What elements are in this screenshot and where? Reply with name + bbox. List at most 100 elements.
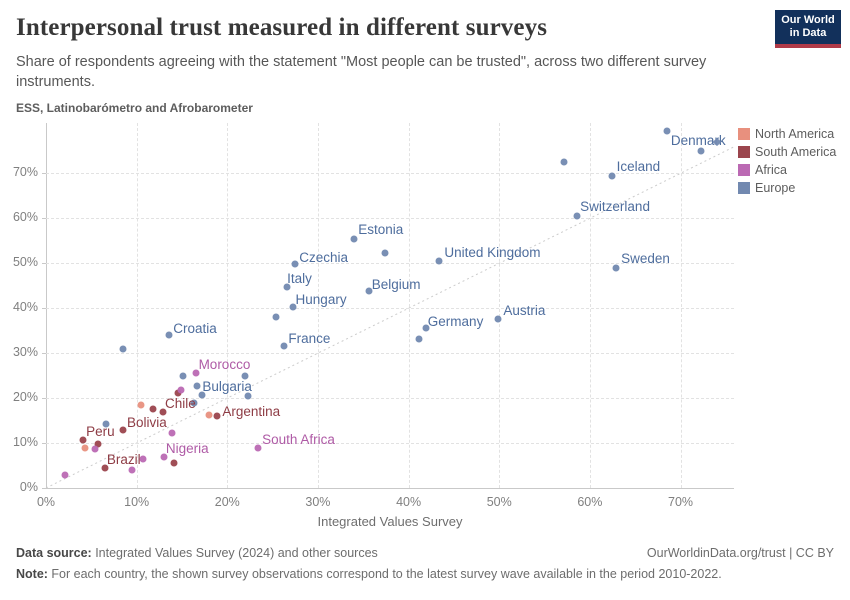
data-point-bolivia[interactable]	[119, 426, 127, 434]
data-point[interactable]	[128, 466, 136, 474]
data-point-croatia[interactable]	[165, 331, 173, 339]
y-tick-label: 50%	[12, 255, 38, 270]
legend-item-africa[interactable]: Africa	[738, 163, 836, 177]
owid-logo-line1: Our World	[781, 14, 835, 26]
data-point-bulgaria[interactable]	[193, 382, 201, 389]
page-title: Interpersonal trust measured in differen…	[16, 14, 548, 41]
country-label: Bulgaria	[202, 378, 252, 394]
data-point[interactable]	[170, 459, 178, 467]
x-tick-label: 0%	[36, 495, 56, 509]
data-point[interactable]	[190, 399, 198, 407]
data-point-italy[interactable]	[283, 283, 291, 291]
data-point-austria[interactable]	[494, 315, 502, 323]
credit-link[interactable]: OurWorldinData.org/trust | CC BY	[646, 546, 834, 560]
country-label: Sweden	[621, 250, 670, 266]
legend-label: Europe	[755, 181, 796, 195]
y-tick-label: 70%	[12, 165, 38, 180]
country-label: Austria	[503, 302, 546, 318]
y-gridline	[46, 353, 734, 355]
x-gridline	[680, 123, 682, 488]
country-label: Belgium	[371, 276, 421, 292]
legend-swatch	[738, 182, 750, 194]
data-point-morocco[interactable]	[192, 369, 200, 377]
data-point[interactable]	[205, 411, 213, 419]
country-label: Czechia	[299, 250, 349, 266]
data-point-nigeria[interactable]	[160, 453, 168, 461]
country-label: Brazil	[106, 452, 141, 468]
data-point-hungary[interactable]	[289, 303, 297, 311]
data-point[interactable]	[137, 401, 145, 409]
legend-item-europe[interactable]: Europe	[738, 181, 836, 195]
country-label: Peru	[86, 423, 115, 439]
data-point[interactable]	[94, 440, 102, 448]
data-point-chile[interactable]	[149, 405, 157, 413]
data-point[interactable]	[415, 335, 423, 343]
country-label: Iceland	[616, 159, 661, 175]
country-label: Morocco	[198, 356, 251, 372]
y-tick-label: 0%	[19, 480, 38, 494]
legend-item-south-america[interactable]: South America	[738, 145, 836, 159]
data-point[interactable]	[168, 429, 176, 437]
owid-logo[interactable]: Our World in Data	[775, 10, 841, 48]
chart-subtitle: Share of respondents agreeing with the s…	[16, 54, 707, 90]
data-point-denmark[interactable]	[663, 127, 671, 135]
data-point[interactable]	[198, 391, 206, 399]
legend: North America South America Africa Europe	[738, 127, 836, 199]
data-point[interactable]	[81, 444, 89, 452]
data-source-label: Data source:	[16, 546, 92, 560]
data-point[interactable]	[119, 345, 127, 353]
y-gridline	[46, 218, 734, 220]
data-point[interactable]	[61, 471, 69, 479]
country-label: Hungary	[295, 292, 347, 308]
data-point[interactable]	[139, 455, 147, 463]
y-tick-mark	[42, 353, 46, 355]
plot-area: 0% 10% 20% 30% 40% 50% 60% 70% 0% 10% 20% 30% 40% 50%…	[13, 123, 735, 509]
y-tick-mark	[42, 263, 46, 265]
data-point[interactable]	[91, 445, 99, 453]
country-label: United Kingdom	[444, 244, 541, 260]
y-tick-label: 10%	[12, 435, 38, 450]
x-tick-label: 10%	[124, 495, 150, 509]
data-point-belgium[interactable]	[365, 287, 373, 295]
y-tick-mark	[42, 218, 46, 220]
data-point-peru[interactable]	[79, 436, 87, 444]
data-point[interactable]	[381, 249, 389, 257]
y-gridline	[46, 398, 734, 400]
data-point-united-kingdom[interactable]	[435, 257, 443, 265]
x-tick-label: 30%	[305, 495, 331, 509]
data-point-germany[interactable]	[422, 324, 430, 332]
data-point-switzerland[interactable]	[573, 212, 581, 220]
data-point[interactable]	[177, 386, 185, 394]
legend-item-north-america[interactable]: North America	[738, 127, 836, 141]
data-point[interactable]	[244, 392, 252, 400]
data-point[interactable]	[697, 147, 705, 155]
country-label: Estonia	[358, 221, 404, 237]
x-axis-title: Integrated Values Survey	[317, 514, 463, 529]
y-gridline	[46, 308, 734, 310]
data-point-czechia[interactable]	[291, 260, 299, 268]
data-point-sweden[interactable]	[612, 264, 620, 272]
country-label: Italy	[287, 271, 312, 287]
data-point[interactable]	[159, 408, 167, 416]
x-tick-label: 40%	[396, 495, 422, 509]
data-point[interactable]	[272, 313, 280, 321]
country-label: Denmark	[670, 132, 726, 148]
y-tick-mark	[42, 398, 46, 400]
y-tick-label: 40%	[12, 300, 38, 315]
data-point-iceland[interactable]	[608, 172, 616, 180]
x-gridline	[499, 123, 501, 488]
data-point[interactable]	[241, 372, 248, 380]
data-point-france[interactable]	[280, 342, 288, 350]
data-point-argentina[interactable]	[213, 412, 221, 420]
country-label: France	[288, 331, 331, 347]
data-point[interactable]	[560, 158, 568, 166]
legend-swatch	[738, 128, 750, 140]
data-point[interactable]	[102, 420, 110, 428]
data-source-value: Integrated Values Survey (2024) and othe…	[91, 546, 378, 560]
data-point-brazil[interactable]	[101, 464, 109, 472]
country-label: Germany	[427, 313, 484, 329]
data-point-estonia[interactable]	[350, 235, 358, 243]
data-point-south-africa[interactable]	[254, 444, 262, 452]
y-tick-mark	[42, 173, 46, 175]
data-point[interactable]	[179, 372, 187, 380]
